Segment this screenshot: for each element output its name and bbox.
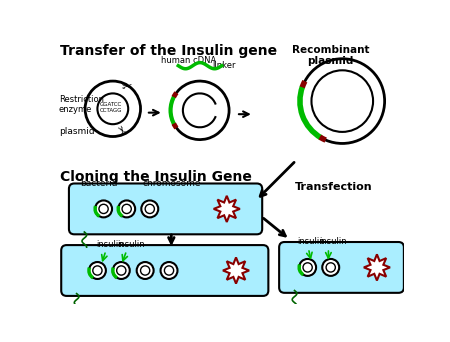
Circle shape — [299, 259, 316, 276]
Circle shape — [311, 70, 373, 132]
Circle shape — [93, 266, 102, 275]
Text: ✂: ✂ — [122, 81, 132, 94]
Polygon shape — [364, 254, 390, 280]
Circle shape — [95, 200, 112, 218]
Circle shape — [97, 93, 128, 124]
Circle shape — [89, 262, 106, 279]
Circle shape — [326, 263, 335, 272]
Text: chromosome: chromosome — [142, 179, 201, 188]
Circle shape — [145, 204, 154, 213]
FancyBboxPatch shape — [61, 245, 268, 296]
Text: GGATCC: GGATCC — [100, 102, 122, 107]
Text: Restriction
enzyme: Restriction enzyme — [59, 95, 104, 114]
Circle shape — [300, 59, 385, 143]
Text: plasmid: plasmid — [59, 128, 94, 136]
FancyBboxPatch shape — [69, 184, 262, 234]
Text: insulin: insulin — [117, 240, 145, 249]
Circle shape — [113, 262, 130, 279]
Polygon shape — [223, 258, 249, 284]
Circle shape — [99, 204, 108, 213]
Circle shape — [140, 266, 150, 275]
Text: insulin: insulin — [96, 240, 124, 249]
Circle shape — [137, 262, 153, 279]
Text: linker: linker — [213, 61, 236, 70]
Text: insulin: insulin — [297, 237, 325, 246]
Text: bacteria: bacteria — [81, 179, 118, 188]
Polygon shape — [214, 196, 240, 222]
Circle shape — [161, 262, 177, 279]
Text: CCTAGG: CCTAGG — [100, 108, 122, 113]
Text: human cDNA: human cDNA — [162, 56, 216, 65]
Circle shape — [85, 81, 140, 136]
Circle shape — [322, 259, 339, 276]
Circle shape — [164, 266, 174, 275]
Circle shape — [122, 204, 131, 213]
Circle shape — [118, 200, 135, 218]
FancyBboxPatch shape — [279, 242, 404, 293]
Text: Recombinant
plasmid: Recombinant plasmid — [292, 45, 369, 66]
Circle shape — [303, 263, 312, 272]
Circle shape — [141, 200, 158, 218]
Text: Transfection: Transfection — [295, 182, 372, 192]
Text: ✂: ✂ — [115, 120, 132, 136]
Text: insulin: insulin — [319, 237, 347, 246]
Circle shape — [117, 266, 126, 275]
Text: Cloning the Insulin Gene: Cloning the Insulin Gene — [60, 170, 252, 184]
Text: Transfer of the Insulin gene: Transfer of the Insulin gene — [60, 44, 277, 58]
